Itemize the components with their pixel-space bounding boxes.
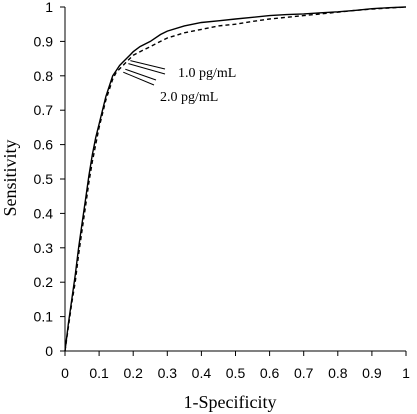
x-tick-label: 0.8 <box>328 365 348 381</box>
y-tick-label: 0.1 <box>34 309 54 325</box>
annotation-label-1: 1.0 pg/mL <box>178 66 236 81</box>
y-tick-label: 0.5 <box>34 171 54 187</box>
annotation-layer: 1.0 pg/mL 2.0 pg/mL <box>123 60 236 105</box>
y-tick-label: 0.8 <box>34 68 54 84</box>
y-tick-label: 0.7 <box>34 102 54 118</box>
series-line-solid <box>64 6 407 352</box>
y-tick-label: 0.2 <box>34 274 54 290</box>
y-tick-label: 0.3 <box>34 240 54 256</box>
annotation-label-2: 2.0 pg/mL <box>160 90 218 105</box>
annotation-arrow-1 <box>130 60 166 70</box>
x-tick-label: 0.9 <box>362 365 382 381</box>
x-tick-label: 0.7 <box>294 365 314 381</box>
y-axis-title: Sensitivity <box>0 139 20 216</box>
x-tick-label: 0.6 <box>260 365 280 381</box>
series-layer <box>64 6 407 352</box>
x-tick-label: 0.2 <box>123 365 143 381</box>
x-tick-label: 0.1 <box>89 365 109 381</box>
x-tick-label: 0.4 <box>192 365 212 381</box>
annotation-arrow-1b <box>128 63 166 75</box>
series-line-dashed <box>64 6 407 352</box>
x-tick-label: 0 <box>61 365 69 381</box>
y-tick-label: 0.9 <box>34 33 54 49</box>
y-tick-label: 0 <box>45 343 53 359</box>
x-axis-title: 1-Specificity <box>184 392 277 412</box>
x-tick-label: 0.5 <box>226 365 246 381</box>
y-tick-label: 0.4 <box>34 205 54 221</box>
y-tick-label: 1 <box>45 0 53 15</box>
annotation-arrow-2 <box>125 68 157 81</box>
x-tick-label: 1 <box>402 365 410 381</box>
axes: 0 0.1 0.2 0.3 0.4 0.5 0.6 0.7 0.8 0.9 1 0 0.1 0.2 0.3 0… <box>34 0 411 381</box>
y-tick-label: 0.6 <box>34 137 54 153</box>
x-tick-label: 0.3 <box>158 365 178 381</box>
annotation-arrow-2b <box>123 71 155 86</box>
